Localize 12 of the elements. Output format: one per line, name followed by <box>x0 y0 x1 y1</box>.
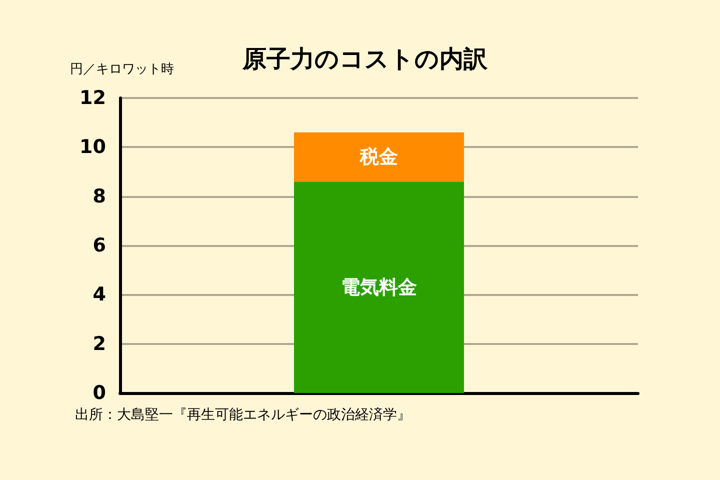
y-tick-label: 12 <box>80 87 106 109</box>
text: 出所：大島堅一『再生可能エネルギーの政治経済学』 <box>75 407 411 423</box>
y-tick-label: 10 <box>80 136 106 158</box>
y-tick-label: 6 <box>92 234 106 256</box>
y-tick-label: 0 <box>92 382 106 404</box>
y-tick-label: 4 <box>92 284 106 306</box>
y-tick-label: 8 <box>92 185 106 208</box>
series-label: 電気料金 <box>341 276 417 298</box>
series-label: 税金 <box>359 146 398 168</box>
y-tick-label: 2 <box>92 332 106 355</box>
chart-title: 原子力のコストの内訳 <box>242 45 488 73</box>
y-axis-title: 円／キロワット時 <box>70 62 174 77</box>
